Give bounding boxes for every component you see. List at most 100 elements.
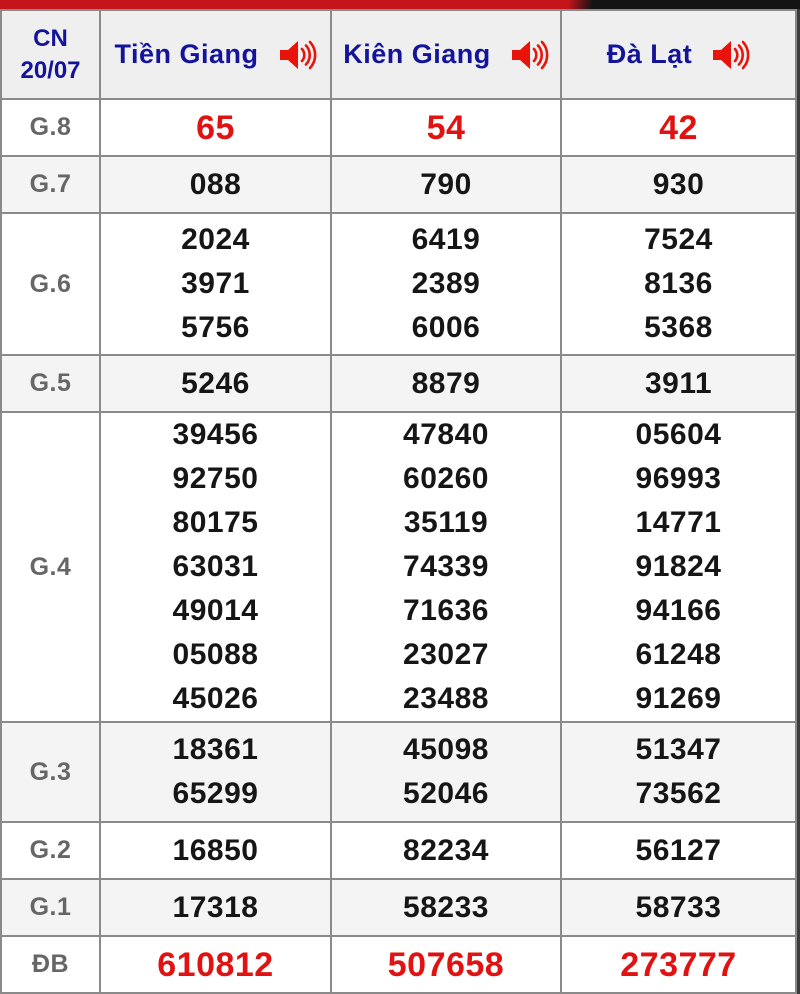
prize-number: 45026 (172, 682, 259, 715)
prize-number: 05088 (172, 638, 259, 671)
prize-cell: 39456 92750 80175 63031 49014 05088 45026 (99, 411, 332, 723)
prize-row: G.2 16850 82234 56127 (0, 821, 797, 880)
prize-number: 39456 (172, 418, 259, 451)
prize-number: 45098 (403, 733, 489, 766)
draw-day: CN (33, 24, 68, 52)
prize-row: G.1 17318 58233 58733 (0, 878, 797, 937)
prize-row: G.4 39456 92750 80175 63031 49014 05088 45026 47… (0, 411, 797, 723)
prize-cell: 05604 96993 14771 91824 94166 61248 91269 (560, 411, 797, 723)
prize-cell: 16850 (99, 821, 332, 880)
prize-number: 91824 (635, 550, 722, 583)
prize-row: G.5 5246 8879 3911 (0, 354, 797, 413)
prize-number: 80175 (172, 506, 259, 539)
prize-number: 6419 (411, 223, 481, 256)
column-header-da-lat: Đà Lạt (560, 9, 797, 100)
prize-number: 52046 (403, 777, 489, 810)
prize-label: G.6 (0, 212, 101, 356)
prize-label: G.3 (0, 721, 101, 823)
prize-number: 58233 (403, 890, 489, 924)
prize-label: G.2 (0, 821, 101, 880)
prize-number: 17318 (172, 890, 259, 924)
prize-number: 930 (652, 167, 705, 201)
prize-cell: 273777 (560, 935, 797, 994)
prize-rows: G.8 65 54 42 G.7 088 790 930 G.6 2024 3971 5756 6419… (0, 98, 797, 994)
lottery-results-table: CN 20/07 Tiền Giang (0, 9, 797, 994)
prize-number: 96993 (635, 462, 722, 495)
prize-cell: 17318 (99, 878, 332, 937)
prize-cell: 54 (330, 98, 562, 157)
prize-number: 5756 (181, 311, 250, 344)
prize-row: G.7 088 790 930 (0, 155, 797, 214)
province-name: Đà Lạt (606, 39, 693, 69)
prize-cell: 42 (560, 98, 797, 157)
prize-number: 42 (659, 108, 698, 147)
column-header-tien-giang: Tiền Giang (99, 9, 332, 100)
header-row: CN 20/07 Tiền Giang (0, 9, 797, 100)
prize-number: 65299 (172, 777, 259, 810)
prize-number: 54 (426, 108, 466, 147)
prize-row: G.8 65 54 42 (0, 98, 797, 157)
prize-number: 92750 (172, 462, 259, 495)
prize-number: 23488 (403, 682, 489, 715)
prize-number: 58733 (635, 890, 722, 924)
prize-number: 94166 (635, 594, 722, 627)
prize-number: 610812 (157, 945, 274, 984)
prize-row: G.3 18361 65299 45098 52046 51347 73562 (0, 721, 797, 823)
prize-cell: 7524 8136 5368 (560, 212, 797, 356)
prize-cell: 47840 60260 35119 74339 71636 23027 23488 (330, 411, 562, 723)
prize-cell: 51347 73562 (560, 721, 797, 823)
column-header-kien-giang: Kiên Giang (330, 9, 562, 100)
province-name: Tiền Giang (114, 39, 259, 69)
prize-label: G.7 (0, 155, 101, 214)
prize-cell: 507658 (330, 935, 562, 994)
prize-number: 61248 (635, 638, 722, 671)
speaker-icon[interactable] (279, 39, 317, 71)
prize-number: 5368 (644, 311, 713, 344)
prize-number: 56127 (635, 833, 722, 867)
prize-number: 790 (420, 167, 472, 201)
prize-number: 16850 (172, 833, 259, 867)
prize-number: 6006 (411, 311, 481, 344)
draw-date-cell: CN 20/07 (0, 9, 101, 100)
prize-number: 2024 (181, 223, 250, 256)
prize-number: 5246 (181, 366, 250, 400)
prize-cell: 790 (330, 155, 562, 214)
prize-cell: 58733 (560, 878, 797, 937)
prize-number: 23027 (403, 638, 489, 671)
prize-number: 63031 (172, 550, 259, 583)
prize-number: 05604 (635, 418, 722, 451)
prize-cell: 610812 (99, 935, 332, 994)
prize-cell: 82234 (330, 821, 562, 880)
prize-number: 91269 (635, 682, 722, 715)
prize-cell: 3911 (560, 354, 797, 413)
prize-cell: 8879 (330, 354, 562, 413)
prize-number: 507658 (387, 945, 505, 984)
prize-cell: 65 (99, 98, 332, 157)
prize-label: ĐB (0, 935, 101, 994)
prize-number: 7524 (644, 223, 713, 256)
prize-number: 35119 (403, 506, 489, 539)
prize-number: 82234 (403, 833, 489, 867)
prize-label: G.4 (0, 411, 101, 723)
prize-number: 8136 (644, 267, 713, 300)
prize-cell: 6419 2389 6006 (330, 212, 562, 356)
speaker-icon[interactable] (511, 39, 549, 71)
prize-number: 49014 (172, 594, 259, 627)
prize-row: G.6 2024 3971 5756 6419 2389 6006 7524 8136 5368 (0, 212, 797, 356)
prize-number: 088 (189, 167, 242, 201)
prize-row: ĐB 610812 507658 273777 (0, 935, 797, 994)
prize-number: 8879 (411, 366, 481, 400)
prize-cell: 930 (560, 155, 797, 214)
prize-number: 3911 (644, 366, 713, 400)
prize-cell: 088 (99, 155, 332, 214)
prize-number: 2389 (411, 267, 481, 300)
prize-number: 273777 (620, 945, 737, 984)
prize-number: 60260 (403, 462, 489, 495)
prize-number: 3971 (181, 267, 250, 300)
prize-number: 73562 (635, 777, 722, 810)
prize-number: 14771 (635, 506, 722, 539)
speaker-icon[interactable] (712, 39, 750, 71)
prize-label: G.5 (0, 354, 101, 413)
top-accent-bar (0, 0, 800, 9)
